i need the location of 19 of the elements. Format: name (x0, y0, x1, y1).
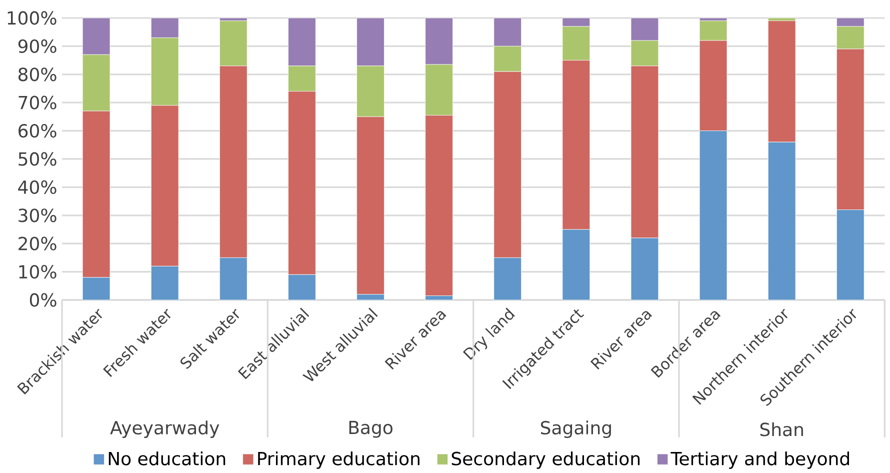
legend-label: Secondary education (452, 451, 640, 469)
y-tick-label: 50% (18, 152, 56, 166)
y-tick-label: 30% (18, 208, 56, 222)
text: Shan (760, 422, 803, 436)
y-tick-label: 0% (30, 293, 56, 307)
legend-label: Tertiary and beyond (670, 451, 849, 469)
text: Sagaing (540, 420, 611, 438)
y-tick-label: 10% (19, 264, 56, 279)
y-tick-label: 80% (18, 68, 56, 82)
legend-label: Primary education (258, 451, 420, 469)
text: Ayeyarwady (110, 420, 220, 438)
y-tick-label: 90% (18, 39, 56, 53)
y-tick-label: 60% (18, 124, 56, 138)
y-tick-label: 70% (18, 96, 56, 110)
y-tick-label: 100% (8, 11, 56, 25)
text: Bago (349, 420, 392, 438)
legend-label: No education (108, 451, 226, 466)
y-tick-label: 20% (18, 236, 56, 250)
y-tick-label: 40% (18, 180, 56, 194)
